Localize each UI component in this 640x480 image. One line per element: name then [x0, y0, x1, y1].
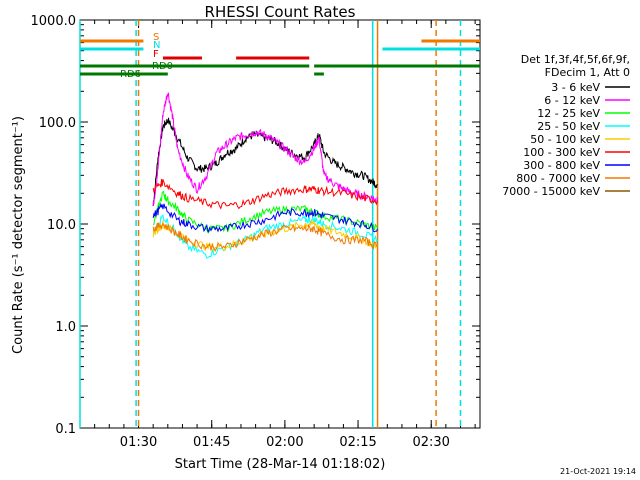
x-tick-label: 02:00 — [266, 435, 303, 450]
legend-entry-label: 50 - 100 keV — [530, 133, 600, 146]
legend-entry-label: 800 - 7000 keV — [516, 172, 600, 185]
plot-area: 1000.0 100.0 10.0 1.0 0.1 01:30 01:45 02:00 02:1… — [31, 14, 481, 450]
state-bar-label: N — [153, 40, 160, 51]
legend-entry-label: 12 - 25 keV — [537, 107, 600, 120]
state-bar-label: F — [153, 49, 159, 60]
legend-header: FDecim 1, Att 0 — [545, 66, 630, 79]
y-tick-label: 100.0 — [39, 116, 76, 131]
x-tick-label: 01:45 — [193, 435, 230, 450]
x-tick-label: 01:30 — [120, 435, 157, 450]
series-line — [152, 202, 379, 233]
series-line — [152, 117, 378, 207]
series-line — [152, 178, 379, 210]
y-tick-label: 0.1 — [55, 422, 76, 437]
y-tick-label: 10.0 — [47, 218, 76, 233]
x-axis-label: Start Time (28-Mar-14 01:18:02) — [175, 457, 386, 472]
legend-entry-label: 6 - 12 keV — [544, 94, 600, 107]
legend-entry-label: 7000 - 15000 keV — [502, 185, 600, 198]
y-axis-label: Count Rate (s⁻¹ detector segment⁻¹) — [11, 116, 26, 354]
x-tick-label: 02:15 — [339, 435, 376, 450]
legend-entry-label: 3 - 6 keV — [551, 81, 600, 94]
state-bar-label: S — [153, 32, 159, 43]
series-line — [153, 190, 379, 234]
plot-frame — [79, 19, 481, 429]
state-bar-label: RD0 — [152, 61, 173, 72]
state-bar-label: RD6 — [120, 69, 141, 80]
legend-entry-label: 300 - 800 keV — [523, 159, 600, 172]
timestamp: 21-Oct-2021 19:14 — [560, 467, 636, 476]
series-line — [152, 222, 378, 252]
legend-entry-label: 25 - 50 keV — [537, 120, 600, 133]
series-line — [152, 92, 379, 206]
legend-entry-label: 100 - 300 keV — [523, 146, 600, 159]
x-tick-label: 02:30 — [412, 435, 449, 450]
chart-title: RHESSI Count Rates — [205, 3, 356, 21]
y-tick-label: 1000.0 — [31, 14, 77, 29]
legend-header: Det 1f,3f,4f,5f,6f,9f, — [521, 53, 630, 66]
legend: Det 1f,3f,4f,5f,6f,9f,FDecim 1, Att 0 3 -… — [502, 53, 630, 198]
y-tick-label: 1.0 — [55, 320, 76, 335]
